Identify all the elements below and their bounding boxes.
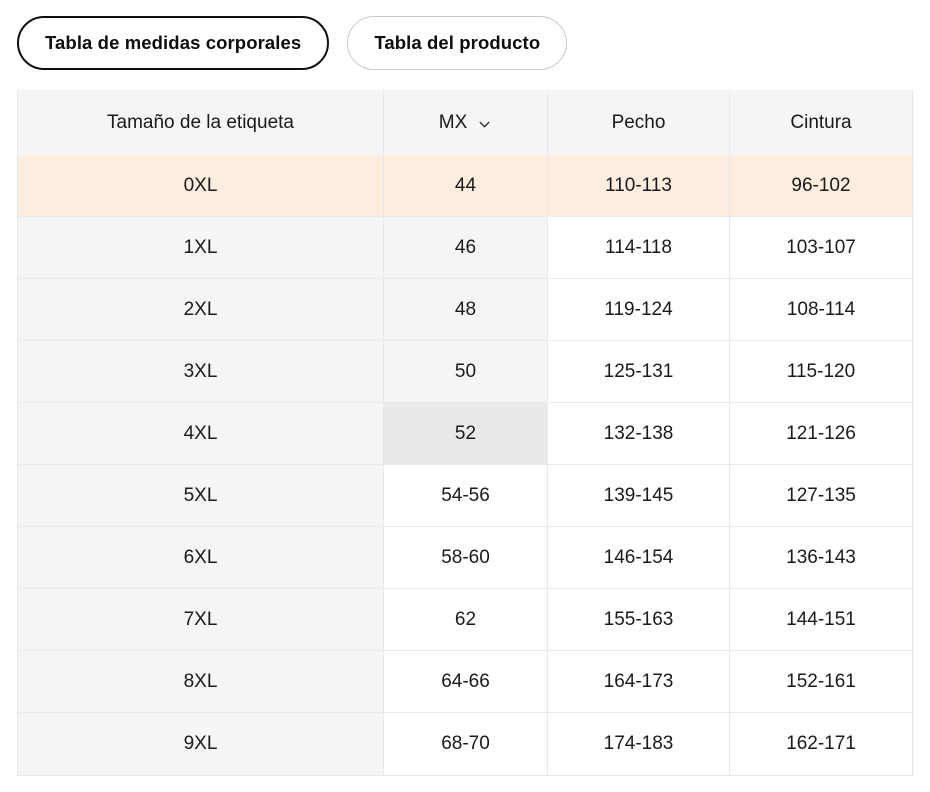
region-dropdown[interactable]: MX [439,112,493,134]
cell-chest: 125-131 [548,341,730,403]
cell-mx: 50 [384,341,548,403]
cell-waist: 127-135 [730,465,912,527]
cell-label-size: 7XL [18,589,384,651]
cell-mx: 54-56 [384,465,548,527]
cell-waist: 121-126 [730,403,912,465]
cell-mx: 52 [384,403,548,465]
cell-mx: 48 [384,279,548,341]
cell-chest: 174-183 [548,713,730,775]
cell-waist: 144-151 [730,589,912,651]
cell-label-size: 8XL [18,651,384,713]
cell-label-size: 4XL [18,403,384,465]
table-header-row: Tamaño de la etiqueta MX Pecho Cintura [18,90,912,155]
cell-chest: 139-145 [548,465,730,527]
size-chart-table: Tamaño de la etiqueta MX Pecho Cintura 0… [17,90,913,776]
chevron-down-icon [477,117,492,132]
cell-mx: 62 [384,589,548,651]
table-row: 8XL 64-66 164-173 152-161 [18,651,912,713]
cell-chest: 132-138 [548,403,730,465]
region-dropdown-label: MX [438,111,468,133]
cell-mx: 58-60 [384,527,548,589]
cell-label-size: 9XL [18,713,384,775]
column-header-region: MX [384,90,548,155]
table-row: 2XL 48 119-124 108-114 [18,279,912,341]
table-row: 3XL 50 125-131 115-120 [18,341,912,403]
cell-chest: 119-124 [548,279,730,341]
cell-waist: 103-107 [730,217,912,279]
cell-waist: 152-161 [730,651,912,713]
size-guide-tabs: Tabla de medidas corporales Tabla del pr… [0,0,930,70]
table-row: 9XL 68-70 174-183 162-171 [18,713,912,775]
cell-chest: 110-113 [548,155,730,217]
table-row: 5XL 54-56 139-145 127-135 [18,465,912,527]
cell-mx: 64-66 [384,651,548,713]
cell-label-size: 1XL [18,217,384,279]
table-body: 0XL 44 110-113 96-102 1XL 46 114-118 103-107 2XL… [18,155,912,775]
cell-waist: 115-120 [730,341,912,403]
cell-waist: 96-102 [730,155,912,217]
cell-label-size: 2XL [18,279,384,341]
table-row: 6XL 58-60 146-154 136-143 [18,527,912,589]
cell-waist: 136-143 [730,527,912,589]
cell-label-size: 5XL [18,465,384,527]
column-header-chest: Pecho [548,90,730,155]
cell-chest: 114-118 [548,217,730,279]
table-row: 7XL 62 155-163 144-151 [18,589,912,651]
cell-chest: 155-163 [548,589,730,651]
tab-body-measurements[interactable]: Tabla de medidas corporales [17,16,330,70]
table-row: 4XL 52 132-138 121-126 [18,403,912,465]
cell-waist: 108-114 [730,279,912,341]
cell-waist: 162-171 [730,713,912,775]
table-row: 1XL 46 114-118 103-107 [18,217,912,279]
tab-product-measurements[interactable]: Tabla del producto [347,16,568,70]
cell-label-size: 6XL [18,527,384,589]
table-row: 0XL 44 110-113 96-102 [18,155,912,217]
column-header-label-size: Tamaño de la etiqueta [18,90,384,155]
cell-mx: 46 [384,217,548,279]
cell-mx: 44 [384,155,548,217]
cell-label-size: 3XL [18,341,384,403]
cell-chest: 146-154 [548,527,730,589]
column-header-waist: Cintura [730,90,912,155]
cell-label-size: 0XL [18,155,384,217]
cell-mx: 68-70 [384,713,548,775]
cell-chest: 164-173 [548,651,730,713]
